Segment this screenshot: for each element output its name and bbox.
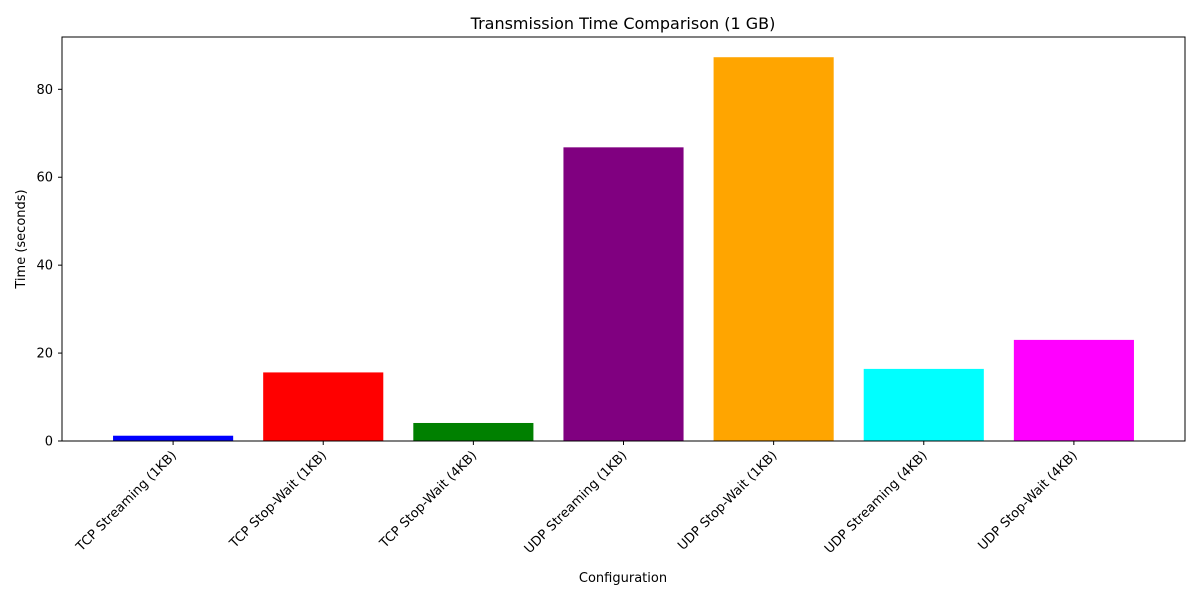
x-tick-label-6: UDP Stop-Wait (4KB) (975, 448, 1080, 553)
bar-1 (263, 372, 384, 441)
y-tick-label-4: 80 (36, 83, 53, 98)
bar-0 (113, 435, 234, 441)
x-tick-label-5: UDP Streaming (4KB) (822, 448, 931, 557)
x-tick-label-4: UDP Stop-Wait (1KB) (675, 448, 780, 553)
x-tick-label-3: UDP Streaming (1KB) (522, 448, 631, 557)
y-tick-label-2: 40 (36, 259, 53, 274)
ticks-layer: 0 20 40 60 80 TCP Streaming (1KB) TCP Stop-Wai… (36, 83, 1080, 557)
y-tick-label-0: 0 (45, 435, 53, 450)
bar-3 (563, 147, 684, 441)
bar-4 (713, 57, 834, 441)
bar-2 (413, 422, 534, 441)
y-axis-label: Time (seconds) (14, 189, 29, 289)
bar-5 (863, 368, 984, 441)
bar-6 (1013, 339, 1134, 441)
bars-layer (113, 57, 1134, 441)
x-tick-label-2: TCP Stop-Wait (4KB) (377, 448, 481, 552)
y-tick-label-1: 20 (36, 347, 53, 362)
x-tick-label-0: TCP Streaming (1KB) (73, 448, 180, 555)
chart-title: Transmission Time Comparison (1 GB) (470, 14, 776, 33)
y-tick-label-3: 60 (36, 171, 53, 186)
x-axis-label: Configuration (579, 571, 667, 586)
x-tick-label-1: TCP Stop-Wait (1KB) (226, 448, 330, 552)
plot-frame (61, 36, 1186, 442)
